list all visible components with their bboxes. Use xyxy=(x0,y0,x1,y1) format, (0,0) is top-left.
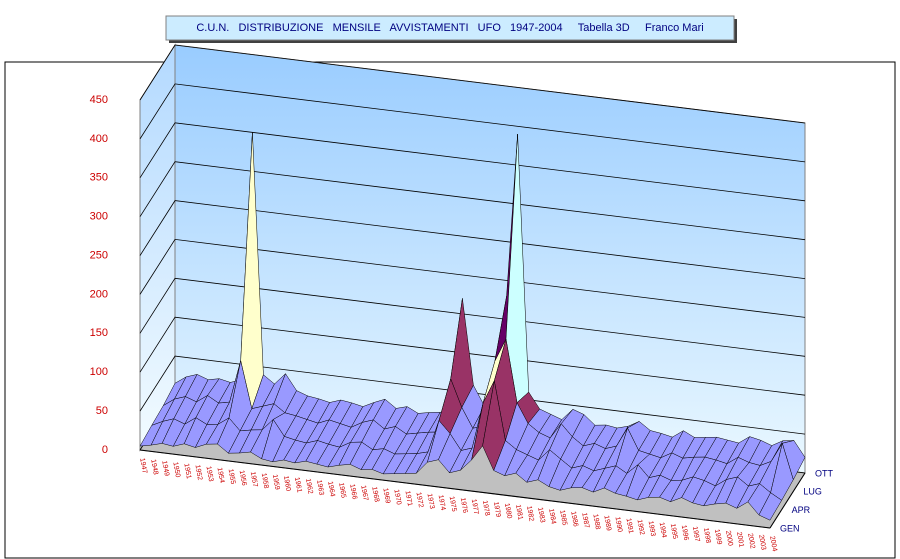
x-tick-label: 1987 xyxy=(580,512,590,529)
z-tick-label: 100 xyxy=(90,366,108,378)
x-tick-label: 1999 xyxy=(713,529,723,546)
x-tick-label: 1958 xyxy=(260,473,270,490)
x-tick-label: 1949 xyxy=(160,460,170,477)
x-tick-label: 1986 xyxy=(569,511,579,528)
z-tick-label: 150 xyxy=(90,327,108,339)
x-tick-label: 1964 xyxy=(326,481,336,498)
x-tick-label: 2002 xyxy=(746,533,756,550)
x-tick-label: 1968 xyxy=(370,486,380,503)
depth-tick-label: GEN xyxy=(780,523,800,533)
grid-line xyxy=(139,161,806,241)
x-tick-label: 1952 xyxy=(193,464,203,481)
x-tick-label: 1974 xyxy=(437,494,447,511)
grid-line xyxy=(139,122,806,202)
x-tick-label: 1960 xyxy=(282,475,292,492)
x-tick-label: 1981 xyxy=(514,504,524,521)
x-tick-label: 1973 xyxy=(426,493,436,510)
x-tick-label: 1970 xyxy=(392,489,402,506)
grid-line xyxy=(139,355,806,435)
x-tick-label: 1961 xyxy=(293,477,303,494)
z-tick-label: 50 xyxy=(96,405,108,417)
z-tick-label: 350 xyxy=(90,172,108,184)
depth-tick-label: APR xyxy=(792,505,811,515)
x-tick-label: 2001 xyxy=(735,531,745,548)
x-tick-label: 1959 xyxy=(271,474,281,491)
depth-tick-label: OTT xyxy=(815,468,833,478)
x-tick-label: 1978 xyxy=(481,500,491,517)
x-tick-label: 1992 xyxy=(636,519,646,536)
x-tick-label: 1972 xyxy=(415,492,425,509)
x-tick-label: 1982 xyxy=(525,505,535,522)
x-tick-label: 1996 xyxy=(680,525,690,542)
x-tick-label: 1950 xyxy=(171,462,181,479)
x-tick-label: 1997 xyxy=(691,526,701,543)
x-tick-label: 1965 xyxy=(337,482,347,499)
x-tick-label: 1984 xyxy=(547,508,557,525)
x-tick-label: 1955 xyxy=(227,468,237,485)
z-tick-label: 450 xyxy=(90,94,108,106)
grid-line xyxy=(139,277,806,357)
x-tick-label: 1988 xyxy=(591,514,601,531)
grid-line xyxy=(139,316,806,396)
x-tick-label: 1975 xyxy=(448,496,458,513)
x-tick-label: 2004 xyxy=(768,535,778,552)
x-tick-label: 1979 xyxy=(492,501,502,518)
grid-line xyxy=(139,83,806,163)
x-tick-label: 2003 xyxy=(757,534,767,551)
x-tick-label: 1993 xyxy=(647,520,657,537)
x-tick-label: 1971 xyxy=(403,490,413,507)
x-axis-line xyxy=(139,449,771,529)
x-tick-label: 1989 xyxy=(602,515,612,532)
grid-line xyxy=(139,238,806,318)
x-tick-label: 1948 xyxy=(149,459,159,476)
x-tick-label: 1947 xyxy=(138,457,148,474)
x-tick-label: 1962 xyxy=(304,478,314,495)
x-tick-label: 1957 xyxy=(249,471,259,488)
x-tick-label: 1994 xyxy=(658,522,668,539)
depth-axis-line xyxy=(769,472,806,529)
z-tick-label: 250 xyxy=(90,249,108,261)
x-tick-label: 1977 xyxy=(470,499,480,516)
x-tick-label: 2000 xyxy=(724,530,734,547)
x-tick-label: 1967 xyxy=(359,485,369,502)
x-tick-label: 1954 xyxy=(216,467,226,484)
x-tick-label: 1976 xyxy=(459,497,469,514)
z-tick-label: 200 xyxy=(90,288,108,300)
x-tick-label: 1991 xyxy=(625,518,635,535)
surface-patch xyxy=(758,492,783,521)
x-tick-label: 1995 xyxy=(669,523,679,540)
x-tick-label: 1985 xyxy=(558,509,568,526)
x-tick-label: 1956 xyxy=(238,470,248,487)
depth-tick-label: LUG xyxy=(803,487,822,497)
x-tick-label: 1998 xyxy=(702,527,712,544)
title-box xyxy=(165,15,735,41)
x-tick-label: 1966 xyxy=(348,483,358,500)
x-tick-label: 1983 xyxy=(536,507,546,524)
x-tick-label: 1990 xyxy=(613,516,623,533)
z-tick-label: 300 xyxy=(90,211,108,223)
grid-line xyxy=(139,44,806,124)
z-tick-label: 0 xyxy=(102,444,108,456)
chart-title: C.U.N. DISTRIBUZIONE MENSILE AVVISTAMENT… xyxy=(196,22,703,34)
grid-line xyxy=(139,200,806,279)
x-tick-label: 1980 xyxy=(503,503,513,520)
x-tick-label: 1963 xyxy=(315,479,325,496)
x-tick-label: 1951 xyxy=(182,463,192,480)
z-tick-label: 400 xyxy=(90,133,108,145)
x-tick-label: 1953 xyxy=(205,466,215,483)
x-tick-label: 1969 xyxy=(381,488,391,505)
